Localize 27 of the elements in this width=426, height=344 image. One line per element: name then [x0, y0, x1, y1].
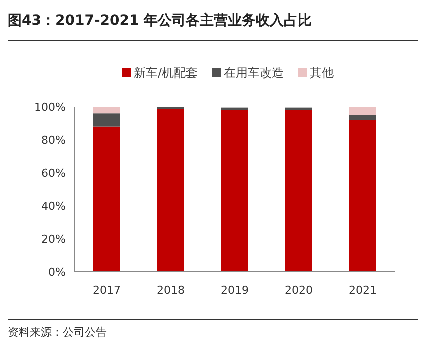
text: 资料来源：公司公告 — [8, 326, 107, 339]
bar — [222, 108, 248, 110]
x-tick-label: 2019 — [221, 284, 249, 297]
bar — [350, 115, 376, 120]
y-tick-label: 20% — [42, 233, 66, 246]
bar — [158, 109, 184, 272]
y-tick-label: 80% — [42, 134, 66, 147]
y-tick-label: 100% — [34, 101, 66, 114]
y-tick-label: 60% — [42, 167, 66, 180]
x-tick-label: 2020 — [285, 284, 313, 297]
chart-title: 图43：2017-2021 年公司各主营业务收入占比 — [8, 12, 312, 29]
x-tick-label: 2018 — [157, 284, 185, 297]
bar — [94, 107, 120, 114]
bar — [286, 110, 312, 272]
legend-label: 在用车改造 — [224, 66, 284, 80]
bar — [222, 110, 248, 272]
y-tick-label: 0% — [48, 266, 66, 279]
legend-label: 新车/机配套 — [134, 66, 198, 80]
x-tick-label: 2017 — [93, 284, 121, 297]
legend-label: 其他 — [310, 66, 334, 80]
bar — [350, 120, 376, 272]
bar — [286, 108, 312, 110]
bar — [94, 126, 120, 272]
bar — [350, 107, 376, 116]
y-tick-label: 40% — [42, 200, 66, 213]
x-tick-label: 2021 — [349, 284, 377, 297]
bar — [94, 114, 120, 127]
